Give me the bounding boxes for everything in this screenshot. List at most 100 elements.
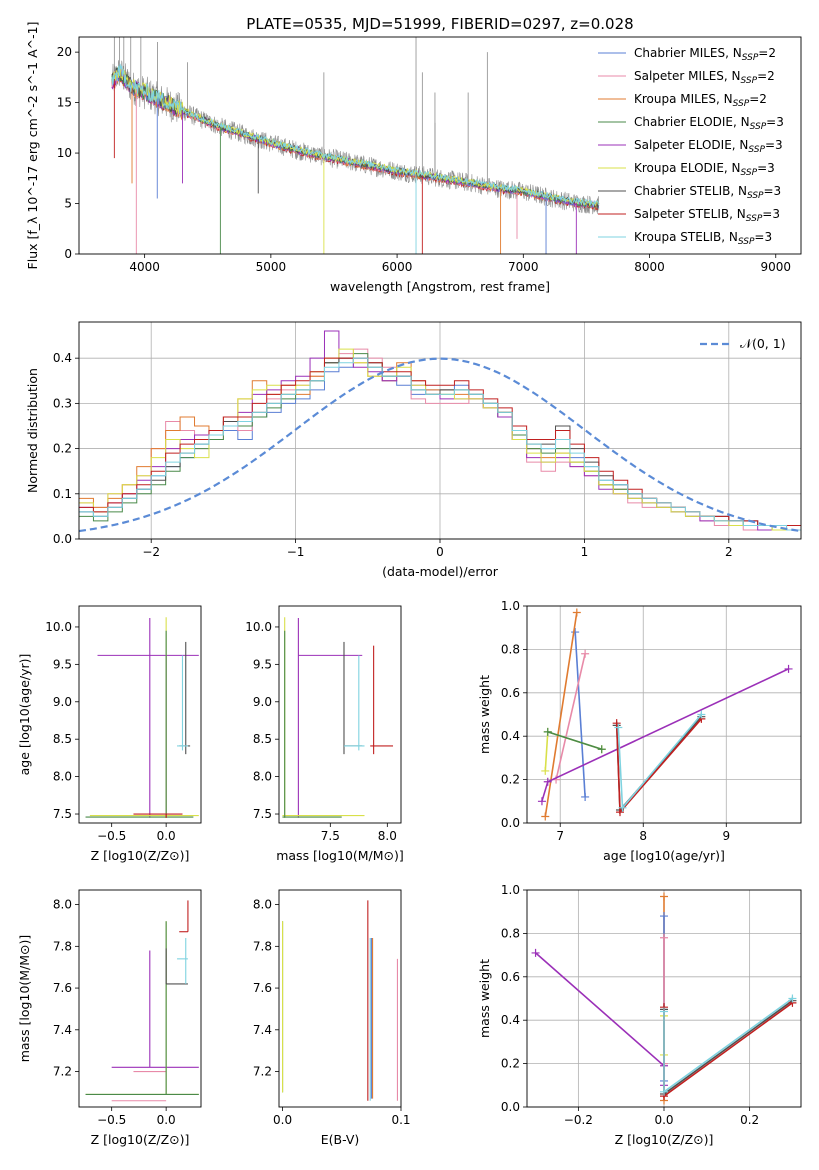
y-axis-label: mass [log10(M/M⊙)]: [17, 935, 32, 1063]
data-point-marker: [571, 628, 580, 637]
x-tick-label: 0.0: [273, 1113, 292, 1127]
y-axis-label: Flux [f_λ 10^-17 erg cm^-2 s^-1 A^-1]: [25, 22, 40, 270]
gaussian-curve: [79, 357, 801, 533]
y-axis-label: Normed distribution: [25, 368, 40, 493]
legend-label-sub: SSP: [747, 191, 764, 201]
x-tick-label: 7: [556, 829, 564, 843]
y-tick-label: 7.8: [253, 939, 272, 953]
series-line: [574, 631, 586, 798]
legend-label-suffix: =3: [765, 138, 783, 152]
y-tick-label: 0.2: [53, 442, 72, 456]
errorbar-kroupa_stelib: [177, 937, 188, 984]
legend-label-text: Kroupa ELODIE, N: [634, 161, 741, 175]
data-point-marker: [531, 948, 540, 957]
y-tick-label: 8.0: [253, 770, 272, 784]
data-point-marker: [615, 808, 624, 817]
y-tick-label: 5: [64, 197, 72, 211]
legend-label-sub: SSP: [748, 145, 765, 155]
axes-frame: [278, 605, 402, 824]
y-tick-label: 8.0: [53, 898, 72, 912]
axes-frame: [526, 605, 802, 824]
legend-label-text: Chabrier ELODIE, N: [634, 115, 750, 129]
legend-label-suffix: =2: [758, 46, 776, 60]
x-tick-label: 1: [581, 545, 589, 559]
axes-frame: [78, 889, 202, 1108]
legend-label-text: Salpeter STELIB, N: [634, 207, 746, 221]
legend-label-sub: SSP: [741, 168, 758, 178]
data-point-marker: [660, 892, 668, 901]
data-point-marker: [612, 719, 621, 728]
y-tick-label: 0.3: [53, 396, 72, 410]
legend-label-text: Salpeter MILES, N: [634, 69, 741, 83]
y-axis-label: age [log10(age/yr)]: [17, 654, 32, 776]
y-axis-label: mass weight: [477, 675, 492, 754]
chart-mass_vs_Z: −0.5 0.0 7.2 7.4 7.6 7.8 8.0 Z [log10(Z/Z⊙)] mas…: [17, 889, 202, 1147]
x-tick-label: 0.1: [391, 1113, 410, 1127]
x-axis-label: E(B-V): [321, 1132, 360, 1147]
data-point-marker: [660, 912, 668, 921]
y-tick-label: 7.4: [253, 1023, 272, 1037]
legend-label: Chabrier STELIB, NSSP=3: [634, 184, 781, 201]
legend-label: Salpeter ELODIE, NSSP=3: [634, 138, 783, 155]
chart-residuals: −2 −1 0 1 2 0.0 0.1 0.2 0.3 0.4 (data-model)/error…: [25, 321, 802, 579]
y-tick-label: 15: [57, 96, 72, 110]
x-tick-label: 7.5: [321, 829, 340, 843]
axes-frame: [526, 889, 802, 1108]
data-point-marker: [541, 812, 550, 821]
axes-frame: [78, 36, 802, 255]
legend-label-sub: SSP: [742, 53, 759, 63]
y-tick-label: 7.5: [253, 807, 272, 821]
data-point-marker: [660, 1007, 668, 1016]
x-tick-label: −0.5: [97, 829, 126, 843]
legend-label-sub: SSP: [746, 214, 763, 224]
x-tick-label: 9000: [760, 260, 791, 274]
legend-label-text: Chabrier STELIB, N: [634, 184, 747, 198]
y-tick-label: 0.0: [501, 1100, 520, 1114]
y-tick-label: 8.0: [253, 898, 272, 912]
data-point-marker: [537, 797, 546, 806]
legend-label-text: Salpeter ELODIE, N: [634, 138, 748, 152]
x-tick-label: 7000: [508, 260, 539, 274]
data-point-marker: [581, 792, 590, 801]
legend-label-suffix: =3: [757, 161, 775, 175]
x-tick-label: 8000: [634, 260, 665, 274]
series-kroupa_stelib: [660, 994, 797, 1096]
legend-label: Salpeter MILES, NSSP=2: [634, 69, 775, 86]
data-point-marker: [597, 745, 606, 754]
errorbar-salpeter_stelib: [370, 645, 394, 755]
series-line: [547, 731, 602, 750]
x-tick-label: −0.5: [97, 1113, 126, 1127]
x-axis-label: mass [log10(M/M⊙)]: [276, 848, 404, 863]
axes-frame: [78, 321, 802, 540]
plot-area: [85, 617, 199, 818]
data-point-marker: [660, 933, 668, 942]
legend-label: Chabrier MILES, NSSP=2: [634, 46, 776, 63]
hist-kroupa_stelib: [79, 357, 801, 531]
legend-label-sub: SSP: [750, 122, 767, 132]
y-tick-label: 0.4: [53, 351, 72, 365]
y-tick-label: 20: [57, 45, 72, 59]
errorbar-kroupa_stelib: [177, 655, 188, 751]
x-tick-label: −1: [287, 545, 305, 559]
legend-label: Chabrier ELODIE, NSSP=3: [634, 115, 784, 132]
data-point-marker: [618, 803, 627, 812]
x-tick-label: 9: [722, 829, 730, 843]
model-line-kroupa_stelib: [111, 63, 600, 208]
series-chabrier_miles: [571, 628, 590, 801]
y-tick-label: 10.0: [45, 620, 72, 634]
plot-area: [531, 892, 797, 1105]
errorbar-chabrier_stelib: [165, 948, 188, 985]
y-tick-label: 8.5: [53, 732, 72, 746]
errorbar-salpeter_elodie: [297, 617, 363, 818]
legend-label: Kroupa MILES, NSSP=2: [634, 92, 767, 109]
y-tick-label: 7.8: [53, 939, 72, 953]
plot-area: [85, 900, 199, 1102]
x-axis-label: Z [log10(Z/Z⊙)]: [91, 848, 190, 863]
x-tick-label: 0: [436, 545, 444, 559]
data-point-marker: [788, 994, 797, 1003]
chart-weight_vs_age: 7 8 9 0.0 0.2 0.4 0.6 0.8 1.0 age [log10(age/yr)]…: [477, 599, 802, 863]
series-kroupa_miles: [541, 608, 581, 821]
x-axis-label: Z [log10(Z/Z⊙)]: [91, 1132, 190, 1147]
legend-label-suffix: =3: [754, 230, 772, 244]
